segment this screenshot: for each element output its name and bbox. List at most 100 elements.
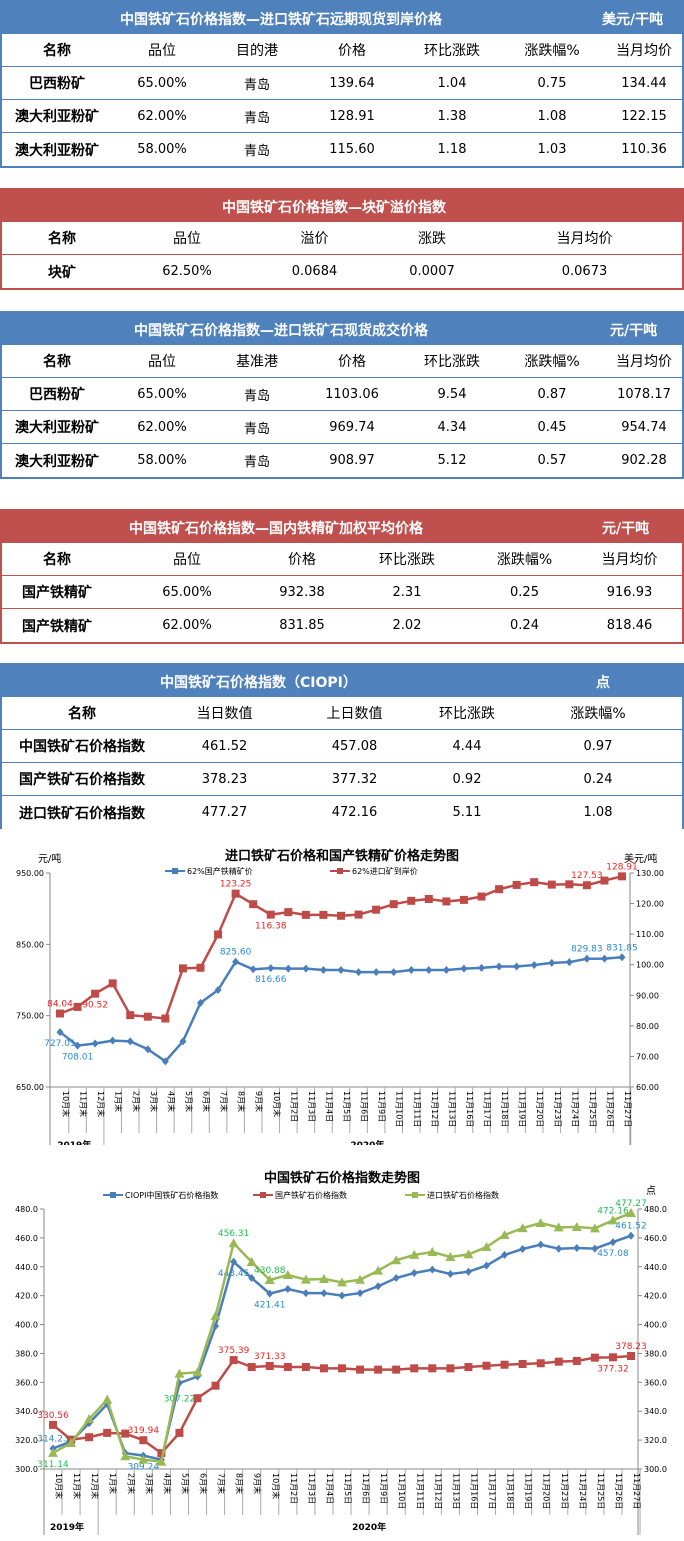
column-header: 价格 <box>338 354 366 370</box>
data-point <box>519 1245 527 1254</box>
data-point <box>230 1257 238 1266</box>
cell: 58.00% <box>137 453 187 468</box>
data-point <box>477 892 486 901</box>
data-point <box>320 1289 328 1298</box>
cell: 0.25 <box>510 584 539 600</box>
legend-marker <box>412 1192 418 1198</box>
table-row: 国产铁精矿 65.00% 932.38 2.31 0.25 916.93 <box>2 576 682 609</box>
table-header: 中国铁矿石价格指数—进口铁矿石现货成交价格 元/干吨 <box>2 311 682 345</box>
category-label: 11月11日 <box>415 1473 424 1509</box>
data-label: 371.33 <box>254 1352 286 1362</box>
y2-tick-label: 440.0 <box>644 1263 667 1272</box>
data-point <box>427 1247 438 1257</box>
category-label: 11月25日 <box>596 1473 605 1509</box>
y2-axis-label: 美元/吨 <box>624 852 657 865</box>
legend-label: CIOPI中国铁矿石价格指数 <box>125 1190 218 1200</box>
category-label: 11月16日 <box>469 1473 478 1509</box>
column-header: 名称 <box>48 231 76 247</box>
data-point <box>231 889 240 898</box>
row-name: 澳大利亚粉矿 <box>15 142 99 159</box>
data-point <box>627 1352 635 1361</box>
y-tick-label: 750.00 <box>16 1012 44 1021</box>
category-label: 4月末 <box>166 1091 176 1112</box>
data-point <box>91 1039 99 1048</box>
table-row: 澳大利亚粉矿 62.00% 青岛 969.74 4.34 0.45 954.74 <box>2 411 682 444</box>
data-point <box>108 979 117 988</box>
category-label: 11月18日 <box>506 1473 515 1509</box>
cell: 831.85 <box>279 618 325 633</box>
data-point <box>74 1041 82 1050</box>
category-label: 11月24日 <box>570 1091 579 1127</box>
cell: 0.57 <box>537 453 567 468</box>
data-point <box>266 910 275 919</box>
data-point <box>626 1207 636 1217</box>
category-label: 11月17日 <box>488 1473 497 1509</box>
data-point <box>120 1451 131 1461</box>
cell: 65.00% <box>137 75 187 91</box>
column-header-row: 名称 品位 目的港 价格 环比涨跌 涨跌幅% 当月均价 <box>2 34 682 67</box>
data-point <box>442 897 451 906</box>
y2-tick-label: 80.00 <box>636 1022 659 1031</box>
table-title: 中国铁矿石价格指数—进口铁矿石远期现货到岸价格 <box>120 12 442 28</box>
data-point <box>530 878 539 887</box>
cell: 0.24 <box>510 618 539 633</box>
chart-title: 进口铁矿石价格和国产铁精矿价格走势图 <box>225 848 459 864</box>
data-point <box>161 1014 170 1023</box>
category-label: 11月6日 <box>360 1091 369 1122</box>
cell: 818.46 <box>606 618 653 633</box>
data-label: 457.08 <box>597 1249 629 1259</box>
table-header: 中国铁矿石价格指数—进口铁矿石远期现货到岸价格 美元/干吨 <box>2 0 682 34</box>
data-point <box>464 1267 472 1276</box>
column-header: 涨跌幅% <box>496 552 553 568</box>
data-point <box>373 1265 384 1275</box>
data-label: 307.22 <box>164 1395 196 1405</box>
data-point <box>554 1357 563 1366</box>
data-point <box>482 1361 491 1370</box>
cell: 青岛 <box>243 77 270 93</box>
column-header: 上日数值 <box>326 706 383 722</box>
data-point <box>535 1218 546 1228</box>
y-tick-label: 380.0 <box>15 1349 38 1358</box>
data-point <box>591 1244 599 1253</box>
data-label: 309.24 <box>128 1463 160 1473</box>
data-point <box>301 910 310 919</box>
data-point <box>49 1420 57 1429</box>
column-header: 当月均价 <box>556 231 613 247</box>
data-label: 831.85 <box>606 943 638 953</box>
cell: 1.04 <box>437 75 467 91</box>
cell: 1.03 <box>537 142 567 157</box>
column-header: 品位 <box>148 43 176 59</box>
y-tick-label: 950.00 <box>16 869 44 878</box>
data-point <box>144 1045 152 1054</box>
category-label: 6月末 <box>199 1473 209 1494</box>
data-point <box>589 1223 600 1233</box>
data-point <box>143 1012 152 1021</box>
series-line <box>59 875 623 1020</box>
cell: 65.00% <box>137 386 187 402</box>
chart-title: 中国铁矿石价格指数走势图 <box>264 1170 420 1186</box>
data-point <box>249 965 257 974</box>
row-name: 澳大利亚粉矿 <box>15 453 99 470</box>
category-label: 11月27日 <box>623 1091 632 1127</box>
data-point <box>572 1356 581 1365</box>
cell: 128.91 <box>329 108 375 124</box>
y-tick-label: 320.0 <box>15 1436 38 1445</box>
data-point <box>319 966 327 975</box>
row-name: 澳大利亚粉矿 <box>15 420 99 436</box>
data-label: 727.01 <box>44 1039 76 1049</box>
index-trend-chart: 中国铁矿石价格指数走势图点 300.0 320.0 340.0 360.0 380.0 40… <box>0 1160 684 1537</box>
data-point <box>481 1241 492 1251</box>
column-header: 环比涨跌 <box>424 43 480 59</box>
data-label: 123.25 <box>220 880 252 890</box>
data-point <box>192 1367 203 1377</box>
category-label: 11月9日 <box>377 1091 386 1122</box>
data-point <box>571 1222 582 1232</box>
column-header: 当月均价 <box>601 552 658 568</box>
column-header: 品位 <box>148 354 176 370</box>
data-label: 90.52 <box>82 1001 108 1011</box>
category-label: 11月13日 <box>451 1473 460 1509</box>
data-label: 319.94 <box>128 1426 160 1436</box>
data-label: 128.91 <box>606 862 638 872</box>
data-point <box>495 962 503 971</box>
data-point <box>267 964 275 973</box>
